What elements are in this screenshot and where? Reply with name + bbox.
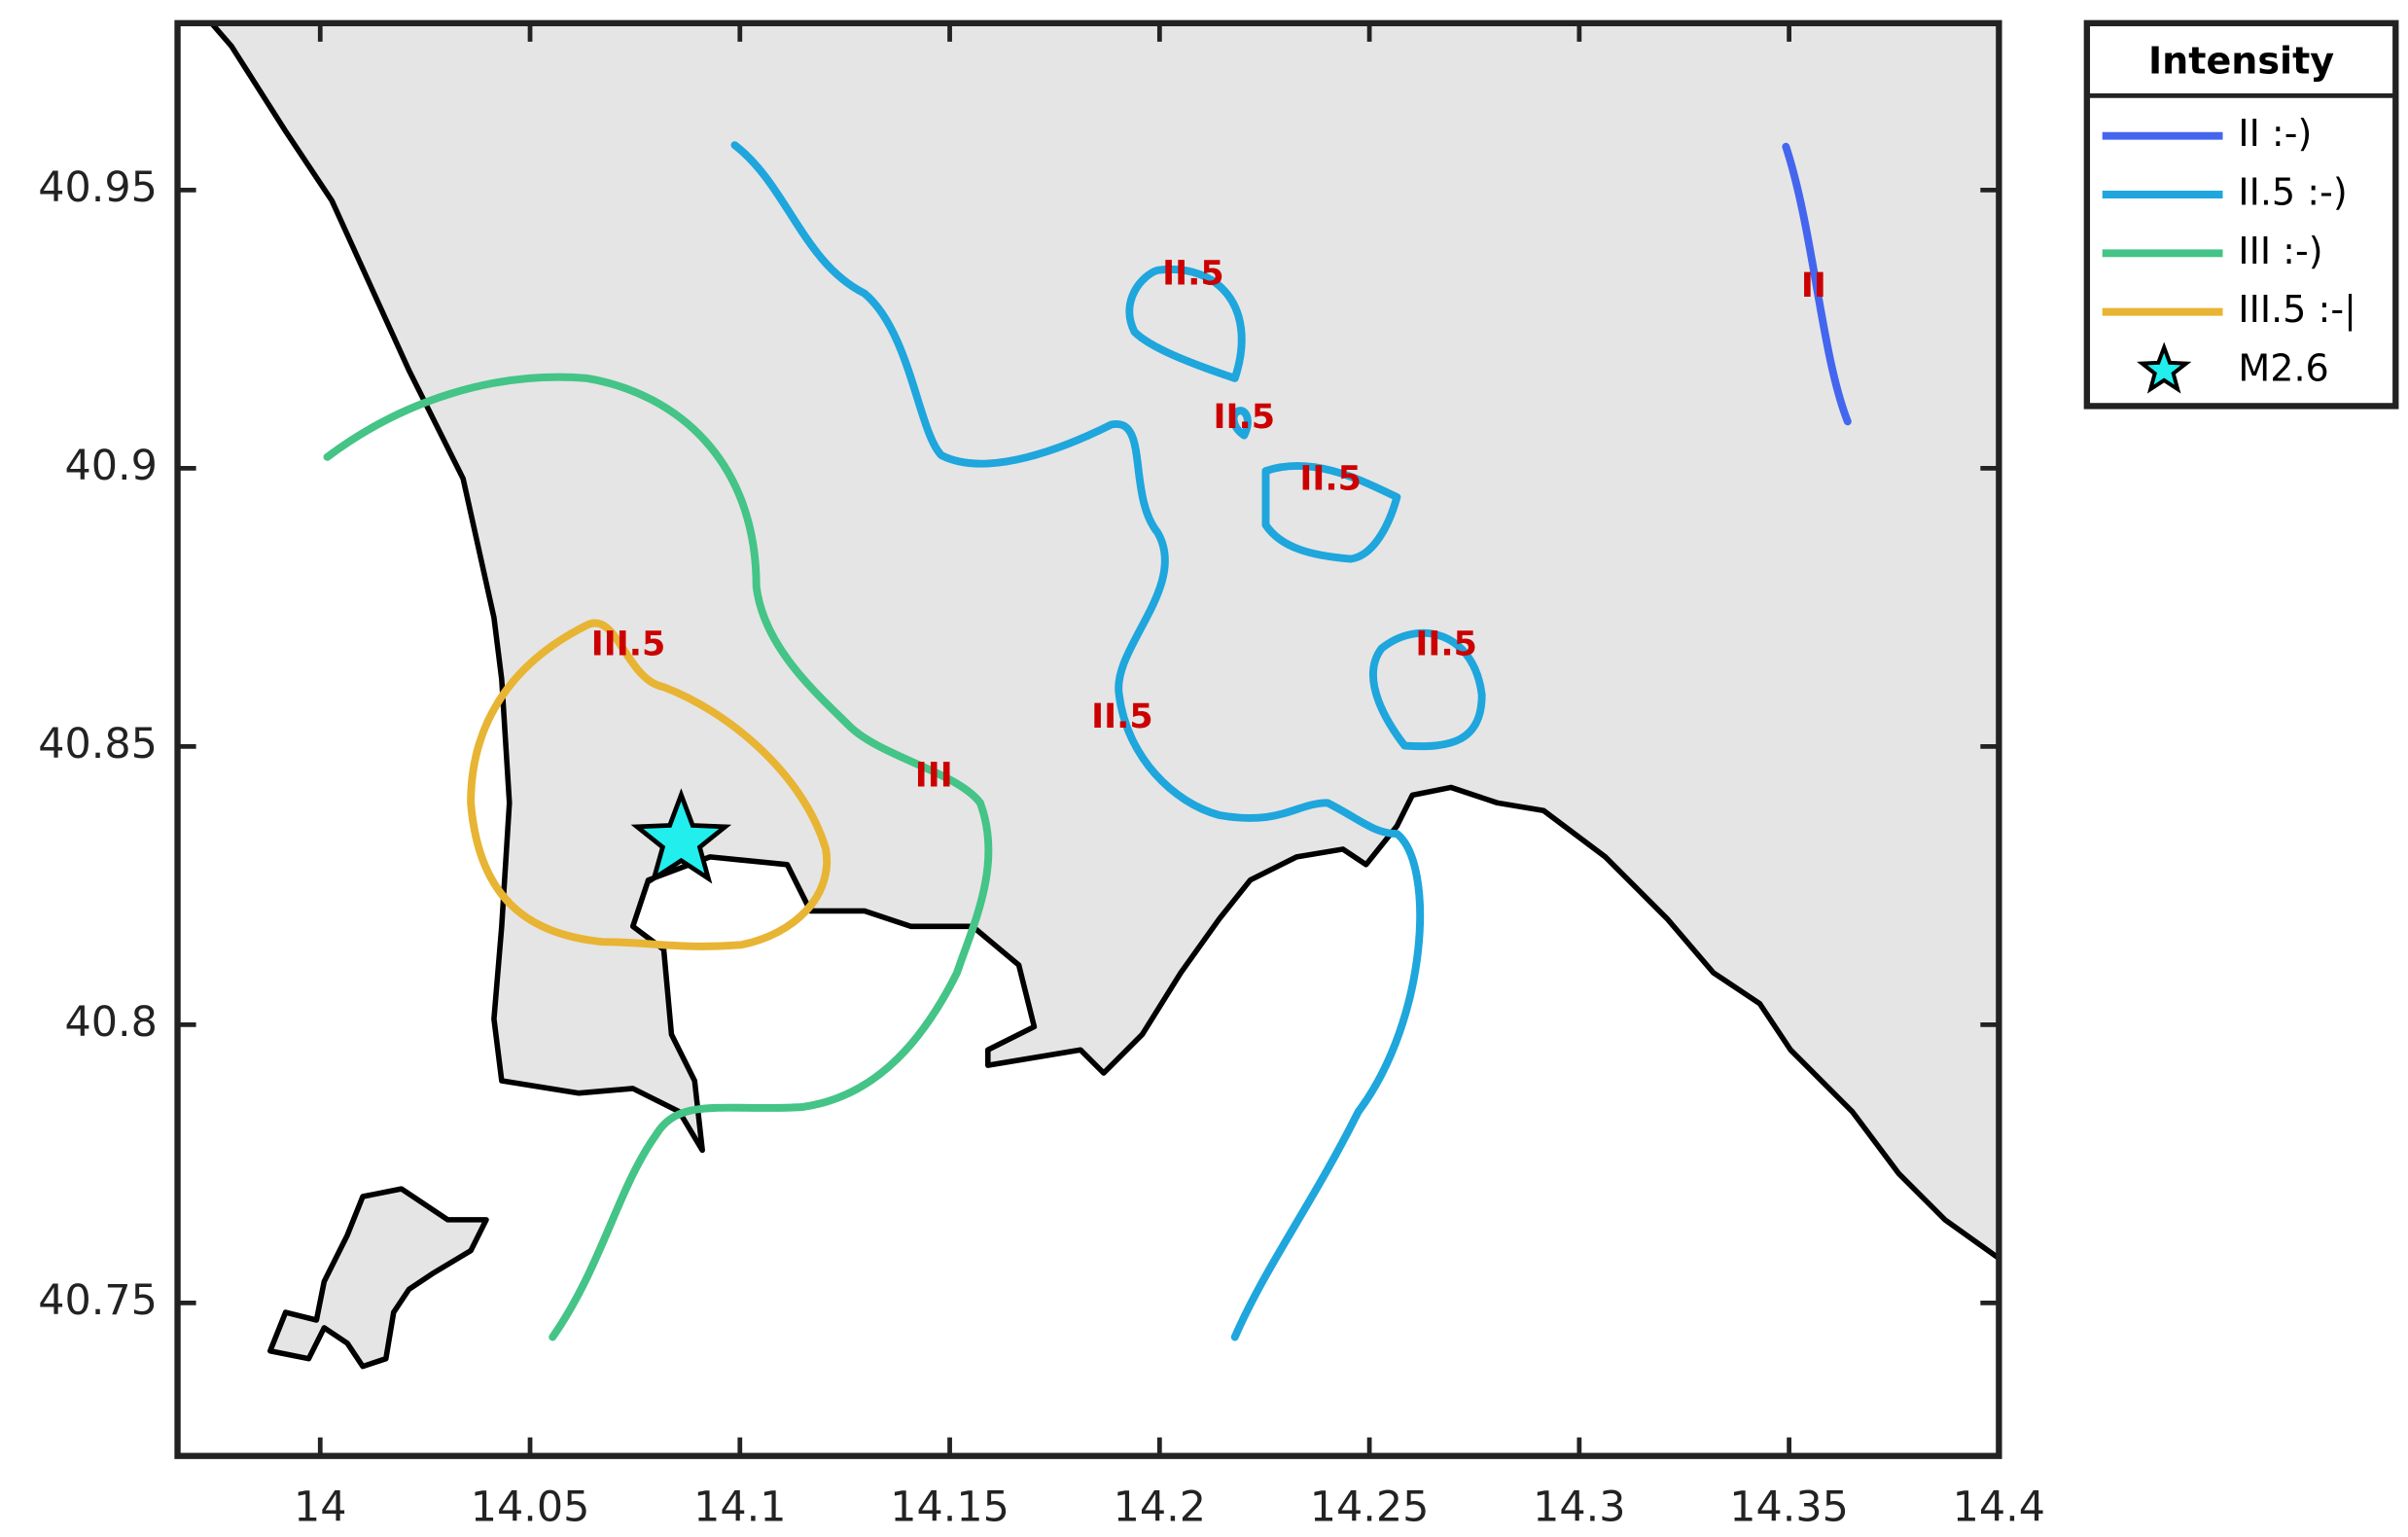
land [208,22,2000,1262]
y-tick-label: 40.75 [38,1276,158,1325]
overlay: 14 14.05 14.1 14.15 14.2 14.25 14.3 14.35 14.4 40… [38,22,2045,1531]
axes-frame [174,19,2002,1459]
legend-label: III :-) [2238,230,2322,272]
contour-line [323,373,993,1341]
contour-label: II.5 [1299,460,1362,499]
contour-line [1125,265,1246,382]
legend-title: Intensity [2148,40,2334,83]
contour-label: II [1801,267,1826,305]
x-tick-label: 14.3 [1533,1483,1625,1531]
contour-label: III.5 [591,625,666,663]
legend-label: II :-) [2238,112,2312,155]
x-tick-label: 14.25 [1310,1483,1430,1531]
contour-line [1261,461,1401,563]
legend-label: III.5 :-| [2238,288,2356,332]
epicenter [630,788,732,884]
legend-label: M2.6 [2238,346,2328,389]
contour-label: II.5 [1162,255,1224,294]
contour-line [1782,142,1852,426]
x-tick-label: 14.15 [890,1483,1009,1531]
legend-box [2083,19,2399,410]
x-tick-label: 14 [294,1483,347,1531]
contour-label: II.5 [1091,697,1153,736]
contour-line [730,141,1425,1341]
contour-line [1229,407,1252,440]
contour-line [1369,628,1486,751]
x-tick-label: 14.4 [1953,1483,2045,1531]
contour-line [467,619,832,950]
contour-label: III [915,756,953,795]
y-tick-label: 40.95 [38,163,158,212]
map-area: II.5 II.5 II.5 II.5 II.5 III.5 III II [208,22,2000,1370]
legend: Intensity II :-) II.5 :-) III :-) III.5 :-|… [2083,19,2399,410]
contour-label: II.5 [1214,398,1276,437]
island [267,1186,489,1370]
legend-star [2137,341,2192,394]
y-tick-label: 40.9 [65,442,158,490]
x-tick-label: 14.05 [471,1483,590,1531]
y-tick-label: 40.8 [65,998,158,1047]
y-tick-label: 40.85 [38,720,158,768]
contour-label: II.5 [1415,625,1477,663]
x-tick-label: 14.1 [693,1483,786,1531]
x-tick-label: 14.2 [1114,1483,1206,1531]
legend-label: II.5 :-) [2238,170,2347,213]
x-tick-label: 14.35 [1729,1483,1849,1531]
